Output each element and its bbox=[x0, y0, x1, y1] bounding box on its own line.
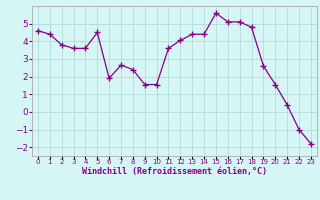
X-axis label: Windchill (Refroidissement éolien,°C): Windchill (Refroidissement éolien,°C) bbox=[82, 167, 267, 176]
